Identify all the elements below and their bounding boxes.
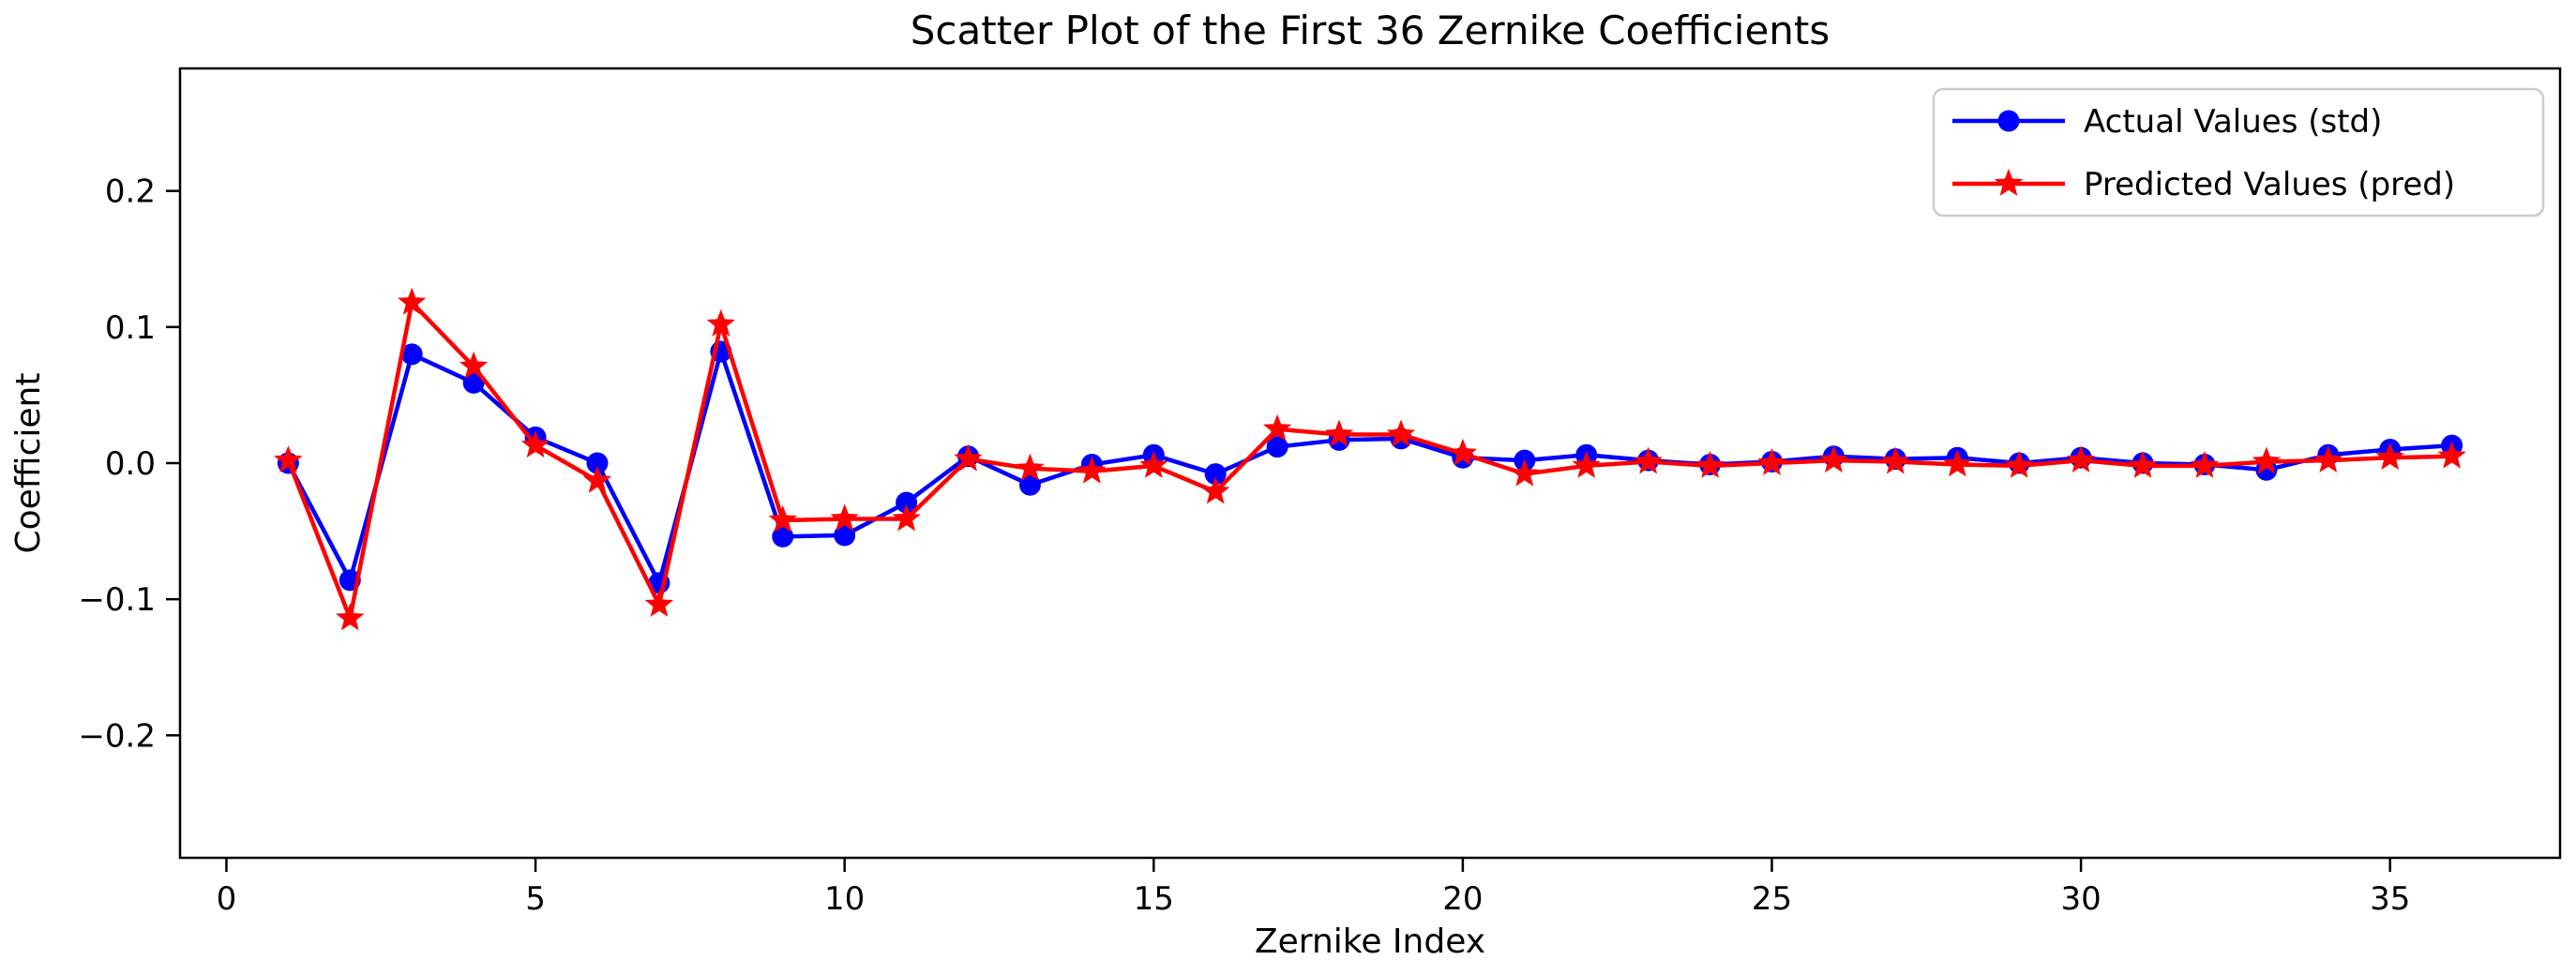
predicted-point-marker [1757,448,1786,475]
predicted-line [286,300,2452,621]
predicted-point-marker [1139,450,1168,478]
predicted-point-marker [520,430,550,458]
predicted-point-marker [582,465,612,493]
predicted-point-marker [1016,453,1045,481]
predicted-point-marker [1324,419,1354,447]
y-axis: 0.2 0.1 0.0 −0.1 −0.2 [78,173,180,755]
legend-box [1932,87,2545,218]
x-tick-label: 25 [1752,880,1792,918]
x-tick-label: 20 [1442,880,1483,918]
predicted-point-marker [1201,476,1230,504]
actual-point-marker [462,371,485,394]
predicted-point-marker [768,505,797,532]
actual-point-marker [896,491,918,514]
predicted-point-marker [336,603,365,631]
predicted-point-marker [1695,450,1725,478]
legend-predicted-star-marker-icon [1994,169,2024,196]
y-axis-label: Coefficient [9,373,48,554]
actual-point-marker [1266,436,1288,458]
predicted-point-marker [1634,446,1663,474]
actual-point-marker [834,524,856,547]
predicted-point-marker [398,287,427,315]
x-tick-label: 0 [217,880,237,918]
predicted-point-marker [954,443,983,472]
legend-predicted-label: Predicted Values (pred) [2084,166,2455,203]
actual-point-marker [772,525,794,548]
predicted-point-marker [2190,450,2220,478]
x-tick-label: 5 [525,880,546,918]
predicted-point-marker [892,503,921,532]
predicted-point-marker [1510,458,1539,487]
actual-point-marker [586,452,609,474]
actual-point-marker [400,343,423,366]
predicted-point-marker [2005,450,2034,478]
predicted-point-marker [830,503,859,532]
predicted-point-marker [1077,456,1107,484]
predicted-point-marker [2375,442,2404,471]
x-tick-label: 10 [824,880,865,918]
predicted-point-marker [1881,446,1910,474]
y-tick-label: 0.2 [105,173,156,211]
y-tick-label: 0.1 [105,309,156,347]
x-tick-label: 30 [2060,880,2101,918]
y-tick-label: −0.1 [78,581,156,619]
predicted-point-marker [2128,450,2158,478]
predicted-point-marker [1448,438,1478,466]
predicted-point-marker [274,445,303,472]
x-axis-label: Zernike Index [1255,922,1485,961]
actual-point-marker [1018,473,1041,496]
legend-entry-predicted: Predicted Values (pred) [1952,166,2455,203]
legend-entry-actual: Actual Values (std) [1952,103,2382,141]
predicted-point-marker [2437,441,2466,469]
series-predicted-values [274,287,2466,631]
predicted-point-marker [1819,445,1848,472]
legend-actual-label: Actual Values (std) [2084,103,2382,141]
legend: Actual Values (std) Predicted Values (pr… [1932,87,2545,218]
legend-actual-circle-marker-icon [1997,110,2020,132]
actual-point-marker [1204,463,1227,486]
predicted-point-marker [2252,446,2282,474]
predicted-point-marker [459,351,489,379]
y-tick-label: 0.0 [105,445,156,483]
predicted-point-marker [1943,449,1972,477]
predicted-point-marker [2066,445,2096,472]
predicted-point-marker [1572,450,1601,478]
x-axis: 0 5 10 15 20 25 30 35 [217,858,2410,918]
predicted-point-marker [1386,419,1416,447]
predicted-point-marker [2313,445,2343,472]
predicted-point-marker [644,590,674,617]
x-tick-label: 15 [1134,880,1174,918]
x-tick-label: 35 [2370,880,2410,918]
chart-title: Scatter Plot of the First 36 Zernike Coe… [911,8,1830,53]
predicted-point-marker [706,308,735,337]
predicted-point-marker [1262,413,1292,442]
y-tick-label: −0.2 [78,717,156,755]
